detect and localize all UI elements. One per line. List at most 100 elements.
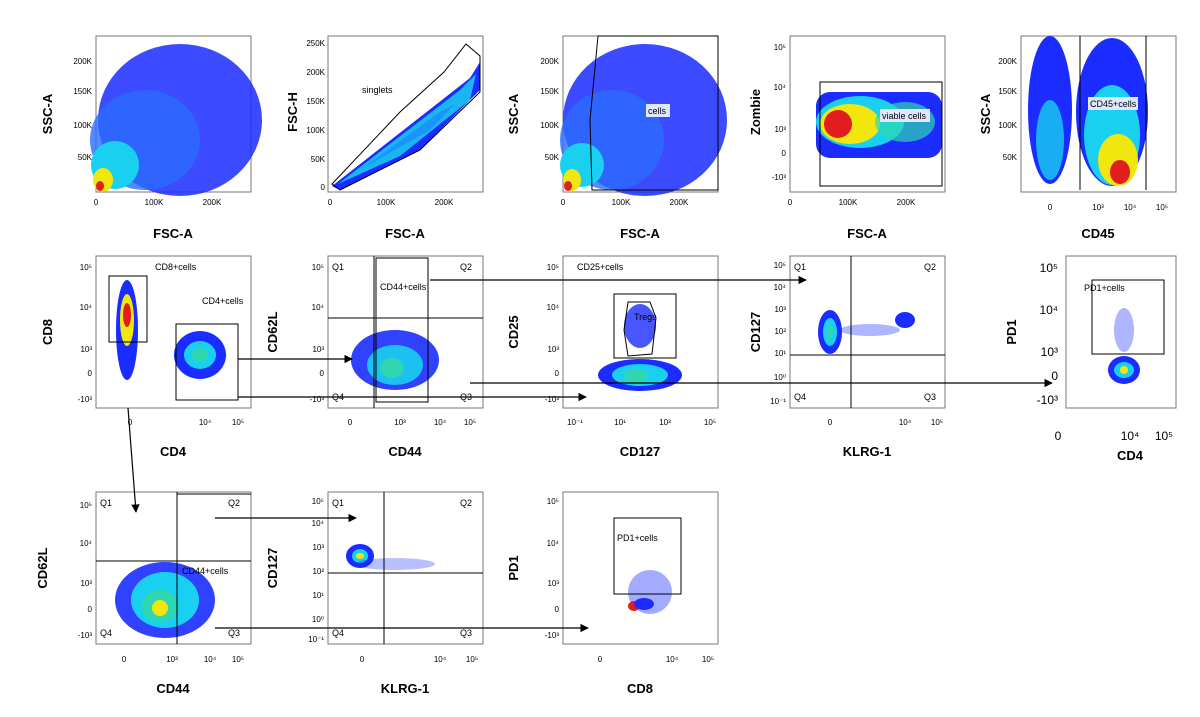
y-axis-label: CD62L xyxy=(35,547,50,588)
y-tick: 10⁴ xyxy=(312,303,325,312)
x-tick: 0 xyxy=(360,655,365,664)
x-tick: 0 xyxy=(598,655,603,664)
y-tick: -10³ xyxy=(78,631,93,640)
y-tick: 100K xyxy=(306,126,325,135)
plot-cells-gate: cells 200K 150K 100K 50K 0 100K 200K FSC… xyxy=(506,35,727,241)
y-tick: 100K xyxy=(998,121,1017,130)
gate-tregs xyxy=(623,301,657,357)
y-axis-label: Zombie xyxy=(748,89,763,135)
x-tick: 10⁵ xyxy=(1155,429,1173,443)
y-tick: 10¹ xyxy=(312,591,324,600)
gate-label: PD1+cells xyxy=(617,533,658,543)
y-tick: 10⁻¹ xyxy=(770,397,786,406)
x-axis-label: FSC-A xyxy=(385,226,425,241)
x-tick: 10⁵ xyxy=(931,418,943,427)
y-tick: 10⁵ xyxy=(80,263,92,272)
y-tick: 10³ xyxy=(80,579,92,588)
y-tick: -10³ xyxy=(78,395,93,404)
y-tick: 50K xyxy=(311,155,326,164)
gate-label: CD4+cells xyxy=(202,296,244,306)
quadrant-label: Q2 xyxy=(460,498,472,508)
plot-cd127-cd25: CD25+cells Tregs 10⁵ 10⁴ 10³ 0 -10³ 10⁻¹… xyxy=(506,255,719,459)
quadrant-label: Q1 xyxy=(332,262,344,272)
x-tick: 200K xyxy=(897,198,916,207)
x-tick: 10³ xyxy=(166,655,178,664)
y-tick: 10⁰ xyxy=(312,615,324,624)
y-tick: 10³ xyxy=(1041,345,1058,359)
x-tick: 0 xyxy=(328,198,333,207)
y-tick: 10³ xyxy=(312,543,324,552)
gate-cells xyxy=(589,35,719,191)
y-axis-label: SSC-A xyxy=(978,93,993,134)
x-tick: 10⁴ xyxy=(204,655,217,664)
gate-label: singlets xyxy=(362,85,393,95)
density-plot-p7 xyxy=(351,330,439,390)
y-tick: 10³ xyxy=(774,125,786,134)
quadrant-label: Q1 xyxy=(100,498,112,508)
x-tick: 10⁴ xyxy=(434,655,447,664)
x-axis-label: KLRG-1 xyxy=(843,444,891,459)
y-tick: -10³ xyxy=(1037,393,1058,407)
x-tick: 0 xyxy=(788,198,793,207)
density-plot-p12 xyxy=(346,544,435,570)
x-tick: 10⁴ xyxy=(666,655,679,664)
y-tick: 150K xyxy=(998,87,1017,96)
quadrant-label: Q2 xyxy=(924,262,936,272)
density-plot-p2 xyxy=(332,62,480,190)
y-tick: 0 xyxy=(1051,369,1058,383)
y-tick: 10⁴ xyxy=(547,539,560,548)
x-axis-label: CD127 xyxy=(620,444,660,459)
y-tick: 10⁴ xyxy=(547,303,560,312)
quadrant-label: Q1 xyxy=(794,262,806,272)
density-plot-p9 xyxy=(818,310,915,354)
gate-pd1-cd8 xyxy=(613,517,682,595)
plot-cd44-cd62l: Q1 Q2 Q3 Q4 CD44+cells 10⁵ 10⁴ 10³ 0 -10… xyxy=(265,255,484,459)
x-tick: 10⁵ xyxy=(232,655,244,664)
y-tick: 10⁵ xyxy=(312,497,324,506)
x-tick: 100K xyxy=(839,198,858,207)
y-tick: -10³ xyxy=(772,173,787,182)
y-tick: 10³ xyxy=(547,345,559,354)
plot-fsca-fsch: singlets 250K 200K 150K 100K 50K 0 0 100… xyxy=(285,35,484,241)
y-tick: 0 xyxy=(782,149,787,158)
gate-label: Tregs xyxy=(634,312,657,322)
plot-fsc-ssc: 200K 150K 100K 50K 0 100K 200K FSC-A SSC… xyxy=(40,35,262,241)
y-axis-label: SSC-A xyxy=(40,93,55,134)
x-tick: 100K xyxy=(612,198,631,207)
x-axis-label: CD44 xyxy=(156,681,190,696)
y-tick: 10⁵ xyxy=(547,263,559,272)
y-tick: 200K xyxy=(306,68,325,77)
y-axis-label: CD127 xyxy=(265,548,280,588)
x-tick: 10⁵ xyxy=(466,655,478,664)
gating-arrows xyxy=(127,275,1053,633)
x-tick: 0 xyxy=(828,418,833,427)
y-tick: 10⁵ xyxy=(774,261,786,270)
x-tick: 10¹ xyxy=(614,418,626,427)
x-tick: 10³ xyxy=(394,418,406,427)
y-axis-label: PD1 xyxy=(1004,319,1019,344)
gate-label: CD44+cells xyxy=(380,282,427,292)
x-tick: 200K xyxy=(435,198,454,207)
y-tick: 150K xyxy=(73,87,92,96)
y-tick: 10⁵ xyxy=(547,497,559,506)
quadrant-label: Q2 xyxy=(228,498,240,508)
y-tick: 10³ xyxy=(774,305,786,314)
arrow-cd8-down xyxy=(127,407,140,513)
x-tick: 10⁴ xyxy=(1124,203,1137,212)
y-tick: 100K xyxy=(73,121,92,130)
density-plot-p3 xyxy=(560,44,727,196)
y-axis-label: CD127 xyxy=(748,312,763,352)
x-tick: 10⁵ xyxy=(704,418,716,427)
y-tick: 10⁴ xyxy=(774,283,787,292)
y-tick: 0 xyxy=(555,369,560,378)
gate-singlets xyxy=(331,43,481,191)
y-tick: 50K xyxy=(1003,153,1018,162)
x-tick: 0 xyxy=(1055,429,1062,443)
gate-cd8 xyxy=(108,275,148,343)
x-axis-label: FSC-A xyxy=(620,226,660,241)
x-tick: 10⁵ xyxy=(464,418,476,427)
gate-label: CD44+cells xyxy=(182,566,229,576)
plot-cd44-cd62l-cd8: Q1 Q2 Q3 Q4 CD44+cells 10⁵ 10⁴ 10³ 0 -10… xyxy=(35,491,252,696)
y-tick: 10² xyxy=(774,327,786,336)
y-tick: 0 xyxy=(88,605,93,614)
